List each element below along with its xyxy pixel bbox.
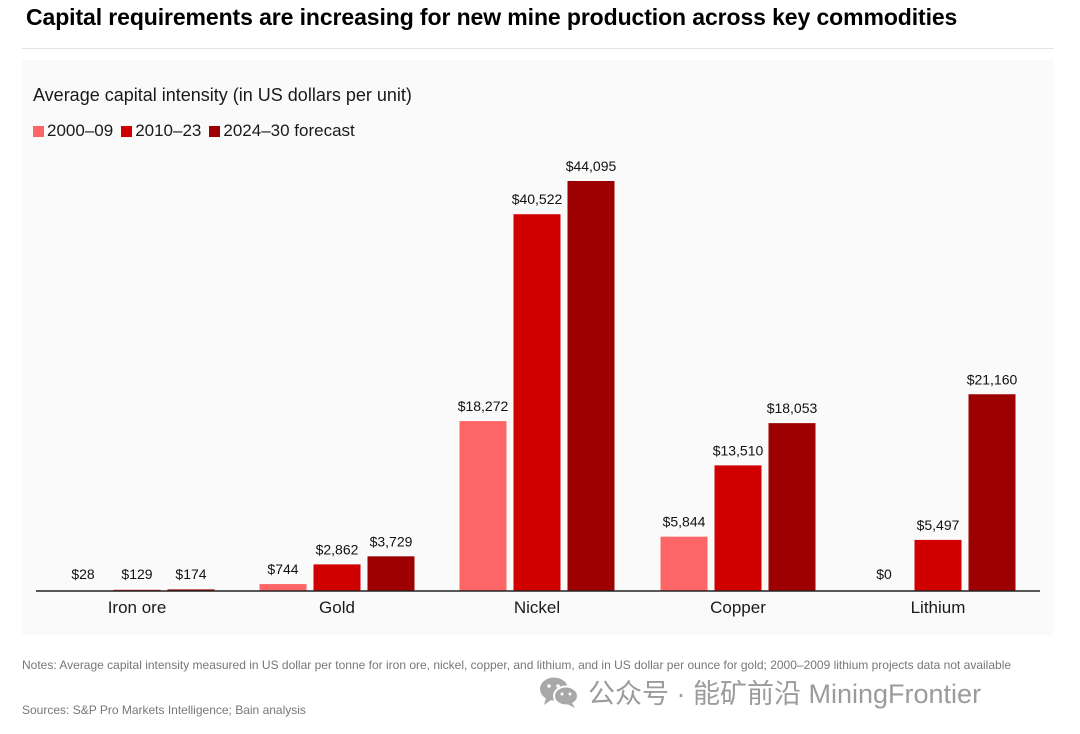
legend-label-2010-23: 2010–23 xyxy=(135,121,202,140)
legend-swatch-2010-23 xyxy=(121,125,133,137)
data-label-gold-2024-30-forecast: $3,729 xyxy=(370,533,413,549)
data-label-iron-ore-2024-30-forecast: $174 xyxy=(175,566,206,582)
chart-sources: Sources: S&P Pro Markets Intelligence; B… xyxy=(22,703,306,717)
data-label-gold-2000-09: $744 xyxy=(267,561,298,577)
legend-item-2024-30: 2024–30 forecast xyxy=(209,121,355,141)
data-label-nickel-2010-23: $40,522 xyxy=(512,191,563,207)
legend-label-2024-30: 2024–30 forecast xyxy=(223,121,355,140)
bar-nickel-2024-30-forecast xyxy=(567,181,615,591)
data-label-nickel-2024-30-forecast: $44,095 xyxy=(566,158,617,174)
bar-nickel-2010-23 xyxy=(513,214,561,591)
data-label-nickel-2000-09: $18,272 xyxy=(458,398,509,414)
legend-swatch-2000-09 xyxy=(33,125,44,137)
bar-nickel-2000-09 xyxy=(459,421,507,591)
bar-iron-ore-2024-30-forecast xyxy=(167,589,215,591)
title-divider xyxy=(22,48,1054,49)
data-label-copper-2010-23: $13,510 xyxy=(713,442,764,458)
x-tick-label-gold: Gold xyxy=(319,598,355,617)
bar-lithium-2010-23 xyxy=(914,539,962,591)
legend-item-2010-23: 2010–23 xyxy=(121,121,201,141)
chart-subtitle: Average capital intensity (in US dollars… xyxy=(33,85,412,105)
x-tick-label-iron-ore: Iron ore xyxy=(108,598,167,617)
chart-legend: 2000–09 2010–23 2024–30 forecast xyxy=(33,121,363,141)
bar-gold-2024-30-forecast xyxy=(367,556,415,591)
watermark-text: 公众号 · 能矿前沿 MiningFrontier xyxy=(588,679,982,709)
bar-gold-2000-09 xyxy=(259,584,307,591)
data-label-lithium-2010-23: $5,497 xyxy=(917,517,960,533)
bar-gold-2010-23 xyxy=(313,564,361,591)
wechat-icon xyxy=(540,677,579,708)
chart-title: Capital requirements are increasing for … xyxy=(26,4,958,30)
data-label-gold-2010-23: $2,862 xyxy=(316,541,359,557)
legend-item-2000-09: 2000–09 xyxy=(33,121,113,141)
bar-copper-2010-23 xyxy=(714,465,762,591)
x-tick-label-lithium: Lithium xyxy=(911,598,966,617)
x-tick-label-nickel: Nickel xyxy=(514,598,560,617)
data-label-lithium-2024-30-forecast: $21,160 xyxy=(967,371,1018,387)
data-label-copper-2024-30-forecast: $18,053 xyxy=(767,400,818,416)
bar-lithium-2024-30-forecast xyxy=(968,394,1016,591)
bar-copper-2000-09 xyxy=(660,536,708,591)
legend-label-2000-09: 2000–09 xyxy=(47,121,114,140)
bar-copper-2024-30-forecast xyxy=(768,423,816,591)
data-label-copper-2000-09: $5,844 xyxy=(663,514,706,530)
legend-swatch-2024-30 xyxy=(209,125,221,137)
watermark: 公众号 · 能矿前沿 MiningFrontier xyxy=(538,672,981,711)
data-label-iron-ore-2000-09: $28 xyxy=(71,566,95,582)
x-tick-label-copper: Copper xyxy=(710,598,766,617)
chart-notes: Notes: Average capital intensity measure… xyxy=(22,658,1012,672)
data-label-iron-ore-2010-23: $129 xyxy=(121,566,152,582)
data-label-lithium-2000-09: $0 xyxy=(876,566,892,582)
